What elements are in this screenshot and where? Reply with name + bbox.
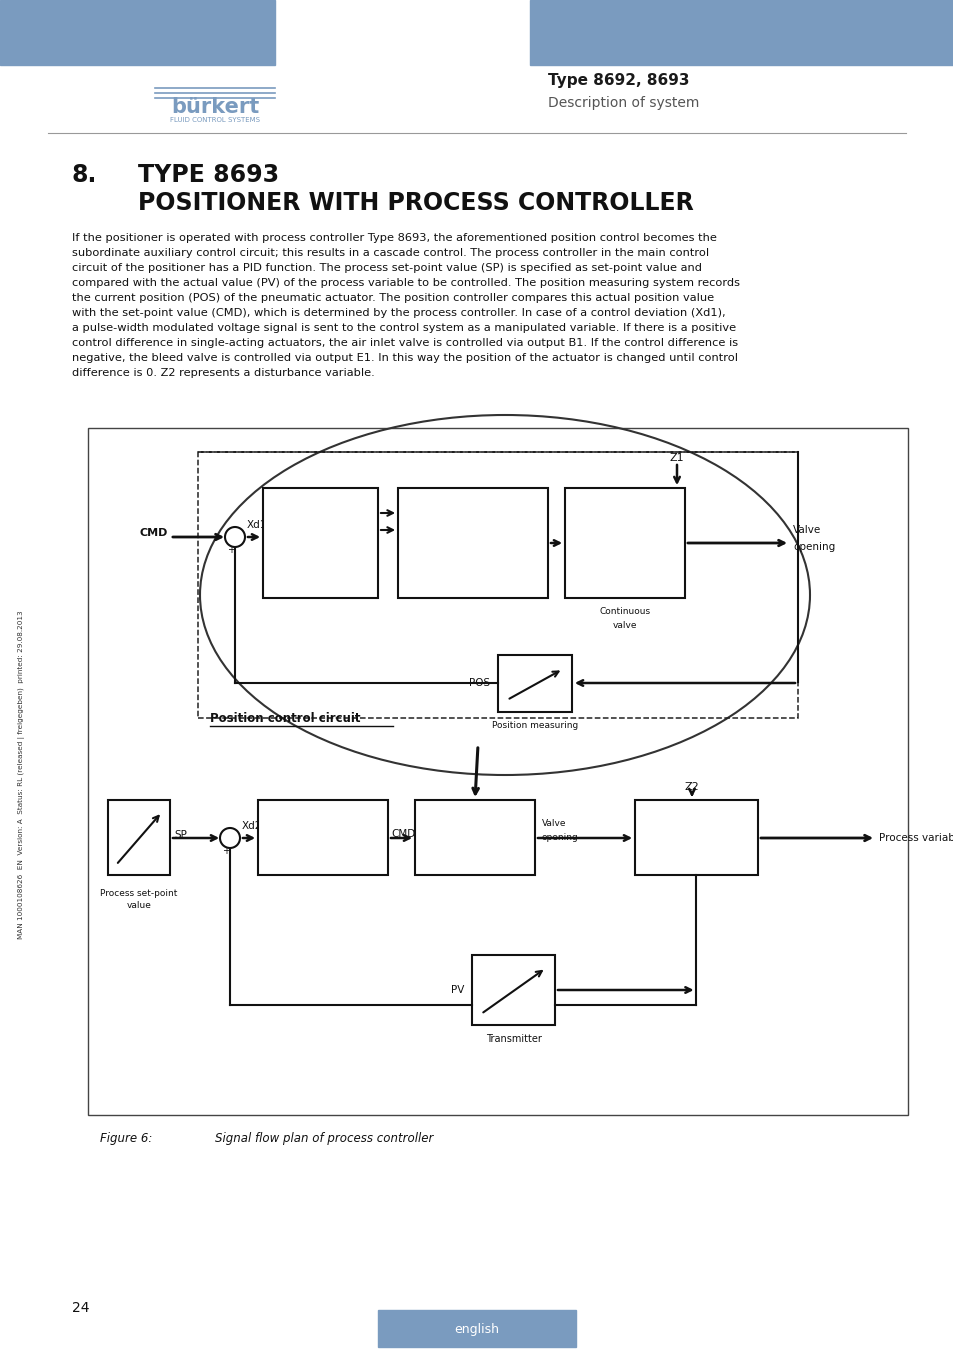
Text: Process: Process xyxy=(675,833,717,842)
Text: POSITIONER WITH PROCESS CONTROLLER: POSITIONER WITH PROCESS CONTROLLER xyxy=(138,190,693,215)
Text: a pulse-width modulated voltage signal is sent to the control system as a manipu: a pulse-width modulated voltage signal i… xyxy=(71,323,736,333)
Text: TYPE 8693: TYPE 8693 xyxy=(138,163,279,188)
Bar xyxy=(397,487,547,598)
Bar xyxy=(497,655,572,711)
Text: circuit: circuit xyxy=(455,846,495,856)
Text: Control system: Control system xyxy=(438,529,507,539)
Bar xyxy=(472,954,555,1025)
Text: Xd1: Xd1 xyxy=(247,520,267,531)
Text: If the positioner is operated with process controller Type 8693, the aforementio: If the positioner is operated with proce… xyxy=(71,234,716,243)
Text: Process controller: Process controller xyxy=(279,833,366,842)
Text: with the set-point value (CMD), which is determined by the process controller. I: with the set-point value (CMD), which is… xyxy=(71,308,725,319)
Text: B1: B1 xyxy=(405,501,417,512)
Text: control difference in single-acting actuators, the air inlet valve is controlled: control difference in single-acting actu… xyxy=(71,338,738,348)
Bar xyxy=(415,801,535,875)
Bar xyxy=(377,1310,576,1347)
Text: Signal flow plan of process controller: Signal flow plan of process controller xyxy=(214,1133,433,1145)
Text: -: - xyxy=(232,830,236,844)
Text: Position: Position xyxy=(448,814,501,826)
Text: POS: POS xyxy=(468,678,490,688)
Bar xyxy=(530,0,953,65)
Bar xyxy=(564,487,684,598)
Text: controller: controller xyxy=(295,547,345,558)
Circle shape xyxy=(220,828,240,848)
Text: Position control circuit: Position control circuit xyxy=(210,711,360,725)
Bar xyxy=(257,801,388,875)
Text: Figure 6:: Figure 6: xyxy=(100,1133,152,1145)
Text: the current position (POS) of the pneumatic actuator. The position controller co: the current position (POS) of the pneuma… xyxy=(71,293,714,302)
Text: CMD: CMD xyxy=(391,829,415,838)
Bar xyxy=(0,0,274,65)
Text: Valve: Valve xyxy=(792,525,821,535)
Text: ┘: ┘ xyxy=(525,865,532,876)
Text: Transmitter: Transmitter xyxy=(485,1034,541,1044)
Text: opening: opening xyxy=(541,833,578,842)
Text: FLUID CONTROL SYSTEMS: FLUID CONTROL SYSTEMS xyxy=(170,117,260,123)
Text: circuit of the positioner has a PID function. The process set-point value (SP) i: circuit of the positioner has a PID func… xyxy=(71,263,701,273)
Bar xyxy=(263,487,377,598)
Text: opening: opening xyxy=(792,541,835,552)
Text: -: - xyxy=(236,529,241,543)
Bar xyxy=(108,801,170,875)
Text: subordinate auxiliary control circuit; this results in a cascade control. The pr: subordinate auxiliary control circuit; t… xyxy=(71,248,708,258)
Text: CMD: CMD xyxy=(140,528,168,539)
Text: PV: PV xyxy=(450,986,463,995)
Text: difference is 0. Z2 represents a disturbance variable.: difference is 0. Z2 represents a disturb… xyxy=(71,369,375,378)
Text: Valve: Valve xyxy=(541,819,566,829)
Text: +: + xyxy=(227,545,234,555)
Text: value: value xyxy=(127,902,152,910)
Bar xyxy=(88,428,907,1115)
Text: control: control xyxy=(451,829,497,841)
Text: bürkert: bürkert xyxy=(171,97,259,117)
Text: MAN 1000108626  EN  Version: A  Status: RL (released | freigegeben)  printed: 29: MAN 1000108626 EN Version: A Status: RL … xyxy=(18,610,26,940)
Text: valve: valve xyxy=(612,621,637,629)
Bar xyxy=(198,452,797,718)
Text: compared with the actual value (PV) of the process variable to be controlled. Th: compared with the actual value (PV) of t… xyxy=(71,278,740,288)
Text: english: english xyxy=(454,1323,499,1335)
Text: Position measuring: Position measuring xyxy=(492,721,578,730)
Circle shape xyxy=(225,526,245,547)
Text: Process variable: Process variable xyxy=(878,833,953,842)
Text: Description of system: Description of system xyxy=(547,96,699,109)
Text: Z1: Z1 xyxy=(669,454,683,463)
Text: SP: SP xyxy=(173,830,187,840)
Text: +: + xyxy=(222,846,230,856)
Text: Continuous: Continuous xyxy=(598,608,650,617)
Text: Pₖ: Pₖ xyxy=(618,536,631,549)
Text: Type 8692, 8693: Type 8692, 8693 xyxy=(547,73,689,88)
Text: Z2: Z2 xyxy=(684,782,699,792)
Text: Process set-point: Process set-point xyxy=(100,888,177,898)
Text: └: └ xyxy=(417,865,423,876)
Text: negative, the bleed valve is controlled via output E1. In this way the position : negative, the bleed valve is controlled … xyxy=(71,352,738,363)
Text: Position: Position xyxy=(300,532,340,541)
Bar xyxy=(635,801,758,875)
Text: solenoid valves: solenoid valves xyxy=(437,544,507,552)
Text: E1: E1 xyxy=(405,518,416,528)
Text: 24: 24 xyxy=(71,1301,90,1315)
Text: 8.: 8. xyxy=(71,163,97,188)
Text: Xd2: Xd2 xyxy=(242,821,262,832)
